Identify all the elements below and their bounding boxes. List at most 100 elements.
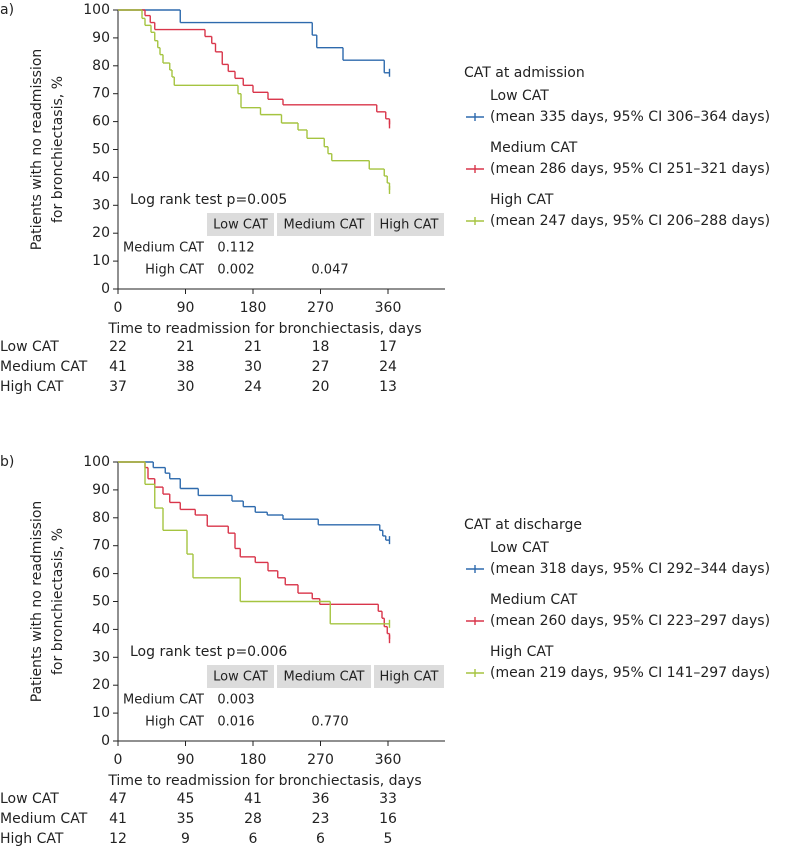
risk-row-label: Medium CAT — [0, 811, 88, 827]
x-axis-label: Time to readmission for bronchiectasis, … — [107, 321, 421, 337]
at-risk-count: 6 — [316, 831, 325, 847]
table-header-cell — [374, 665, 444, 688]
table-header: High CAT — [380, 218, 439, 233]
panel-label: a) — [0, 2, 14, 18]
x-axis-label: Time to readmission for bronchiectasis, … — [107, 773, 421, 789]
y-axis-label: Patients with no readmission — [29, 501, 45, 703]
legend-title: CAT at discharge — [464, 517, 582, 533]
x-tick-label: 0 — [114, 752, 123, 768]
at-risk-count: 27 — [312, 359, 330, 375]
legend-description: (mean 219 days, 95% CI 141–297 days) — [490, 665, 770, 681]
x-tick-label: 180 — [240, 752, 267, 768]
table-header: Medium CAT — [283, 670, 364, 685]
y-tick-label: 50 — [92, 142, 110, 158]
at-risk-count: 41 — [244, 791, 262, 807]
p-value: 0.002 — [217, 263, 254, 278]
legend-label: High CAT — [490, 192, 554, 208]
risk-row-label: High CAT — [0, 379, 64, 395]
table-header-cell — [374, 213, 444, 236]
y-tick-label: 30 — [92, 197, 110, 213]
y-tick-label: 0 — [101, 281, 110, 297]
legend-title: CAT at admission — [464, 65, 585, 81]
at-risk-count: 17 — [379, 339, 397, 355]
y-tick-label: 90 — [92, 30, 110, 46]
legend-label: Low CAT — [490, 540, 549, 556]
table-row-label: High CAT — [145, 715, 204, 730]
risk-row-label: Low CAT — [0, 339, 59, 355]
y-axis-label: Patients with no readmission — [29, 49, 45, 251]
x-tick-label: 360 — [375, 752, 402, 768]
table-row-label: Medium CAT — [123, 241, 204, 256]
at-risk-count: 41 — [109, 359, 127, 375]
y-tick-label: 60 — [92, 566, 110, 582]
at-risk-count: 9 — [181, 831, 190, 847]
legend-label: Medium CAT — [490, 592, 578, 608]
table-header: High CAT — [380, 670, 439, 685]
x-tick-label: 90 — [177, 300, 195, 316]
y-tick-label: 20 — [92, 225, 110, 241]
at-risk-count: 47 — [109, 791, 127, 807]
risk-row-label: Medium CAT — [0, 359, 88, 375]
at-risk-count: 18 — [312, 339, 330, 355]
table-header-cell — [207, 665, 274, 688]
y-tick-label: 80 — [92, 58, 110, 74]
legend-description: (mean 247 days, 95% CI 206–288 days) — [490, 213, 770, 229]
at-risk-count: 24 — [244, 379, 262, 395]
x-tick-label: 270 — [307, 300, 334, 316]
at-risk-count: 41 — [109, 811, 127, 827]
table-header: Low CAT — [213, 218, 268, 233]
legend-description: (mean 286 days, 95% CI 251–321 days) — [490, 161, 770, 177]
y-tick-label: 0 — [101, 733, 110, 749]
at-risk-count: 13 — [379, 379, 397, 395]
y-tick-label: 80 — [92, 510, 110, 526]
legend-description: (mean 335 days, 95% CI 306–364 days) — [490, 109, 770, 125]
y-tick-label: 40 — [92, 169, 110, 185]
at-risk-count: 30 — [244, 359, 262, 375]
x-tick-label: 90 — [177, 752, 195, 768]
at-risk-count: 28 — [244, 811, 262, 827]
at-risk-count: 22 — [109, 339, 127, 355]
at-risk-count: 21 — [177, 339, 195, 355]
x-tick-label: 270 — [307, 752, 334, 768]
at-risk-count: 24 — [379, 359, 397, 375]
at-risk-count: 35 — [177, 811, 195, 827]
y-tick-label: 100 — [83, 454, 110, 470]
p-value: 0.003 — [217, 693, 254, 708]
at-risk-count: 16 — [379, 811, 397, 827]
legend-description: (mean 260 days, 95% CI 223–297 days) — [490, 613, 770, 629]
p-value: 0.770 — [311, 715, 348, 730]
p-value: 0.112 — [217, 241, 254, 256]
table-row-label: High CAT — [145, 263, 204, 278]
y-tick-label: 60 — [92, 114, 110, 130]
logrank-text: Log rank test p=0.006 — [130, 644, 287, 660]
legend-label: Medium CAT — [490, 140, 578, 156]
table-row-label: Medium CAT — [123, 693, 204, 708]
at-risk-count: 6 — [249, 831, 258, 847]
x-tick-label: 180 — [240, 300, 267, 316]
at-risk-count: 45 — [177, 791, 195, 807]
y-tick-label: 20 — [92, 677, 110, 693]
legend-label: High CAT — [490, 644, 554, 660]
y-tick-label: 40 — [92, 621, 110, 637]
x-tick-label: 0 — [114, 300, 123, 316]
y-tick-label: 70 — [92, 538, 110, 554]
at-risk-count: 21 — [244, 339, 262, 355]
risk-row-label: Low CAT — [0, 791, 59, 807]
at-risk-count: 38 — [177, 359, 195, 375]
at-risk-count: 30 — [177, 379, 195, 395]
y-tick-label: 10 — [92, 705, 110, 721]
at-risk-count: 33 — [379, 791, 397, 807]
y-tick-label: 30 — [92, 649, 110, 665]
logrank-text: Log rank test p=0.005 — [130, 192, 287, 208]
y-axis-label: for bronchiectasis, % — [50, 528, 66, 675]
legend-description: (mean 318 days, 95% CI 292–344 days) — [490, 561, 770, 577]
at-risk-count: 37 — [109, 379, 127, 395]
x-tick-label: 360 — [375, 300, 402, 316]
table-header: Low CAT — [213, 670, 268, 685]
p-value: 0.016 — [217, 715, 254, 730]
at-risk-count: 23 — [312, 811, 330, 827]
p-value: 0.047 — [311, 263, 348, 278]
y-axis-label: for bronchiectasis, % — [50, 76, 66, 223]
at-risk-count: 20 — [312, 379, 330, 395]
